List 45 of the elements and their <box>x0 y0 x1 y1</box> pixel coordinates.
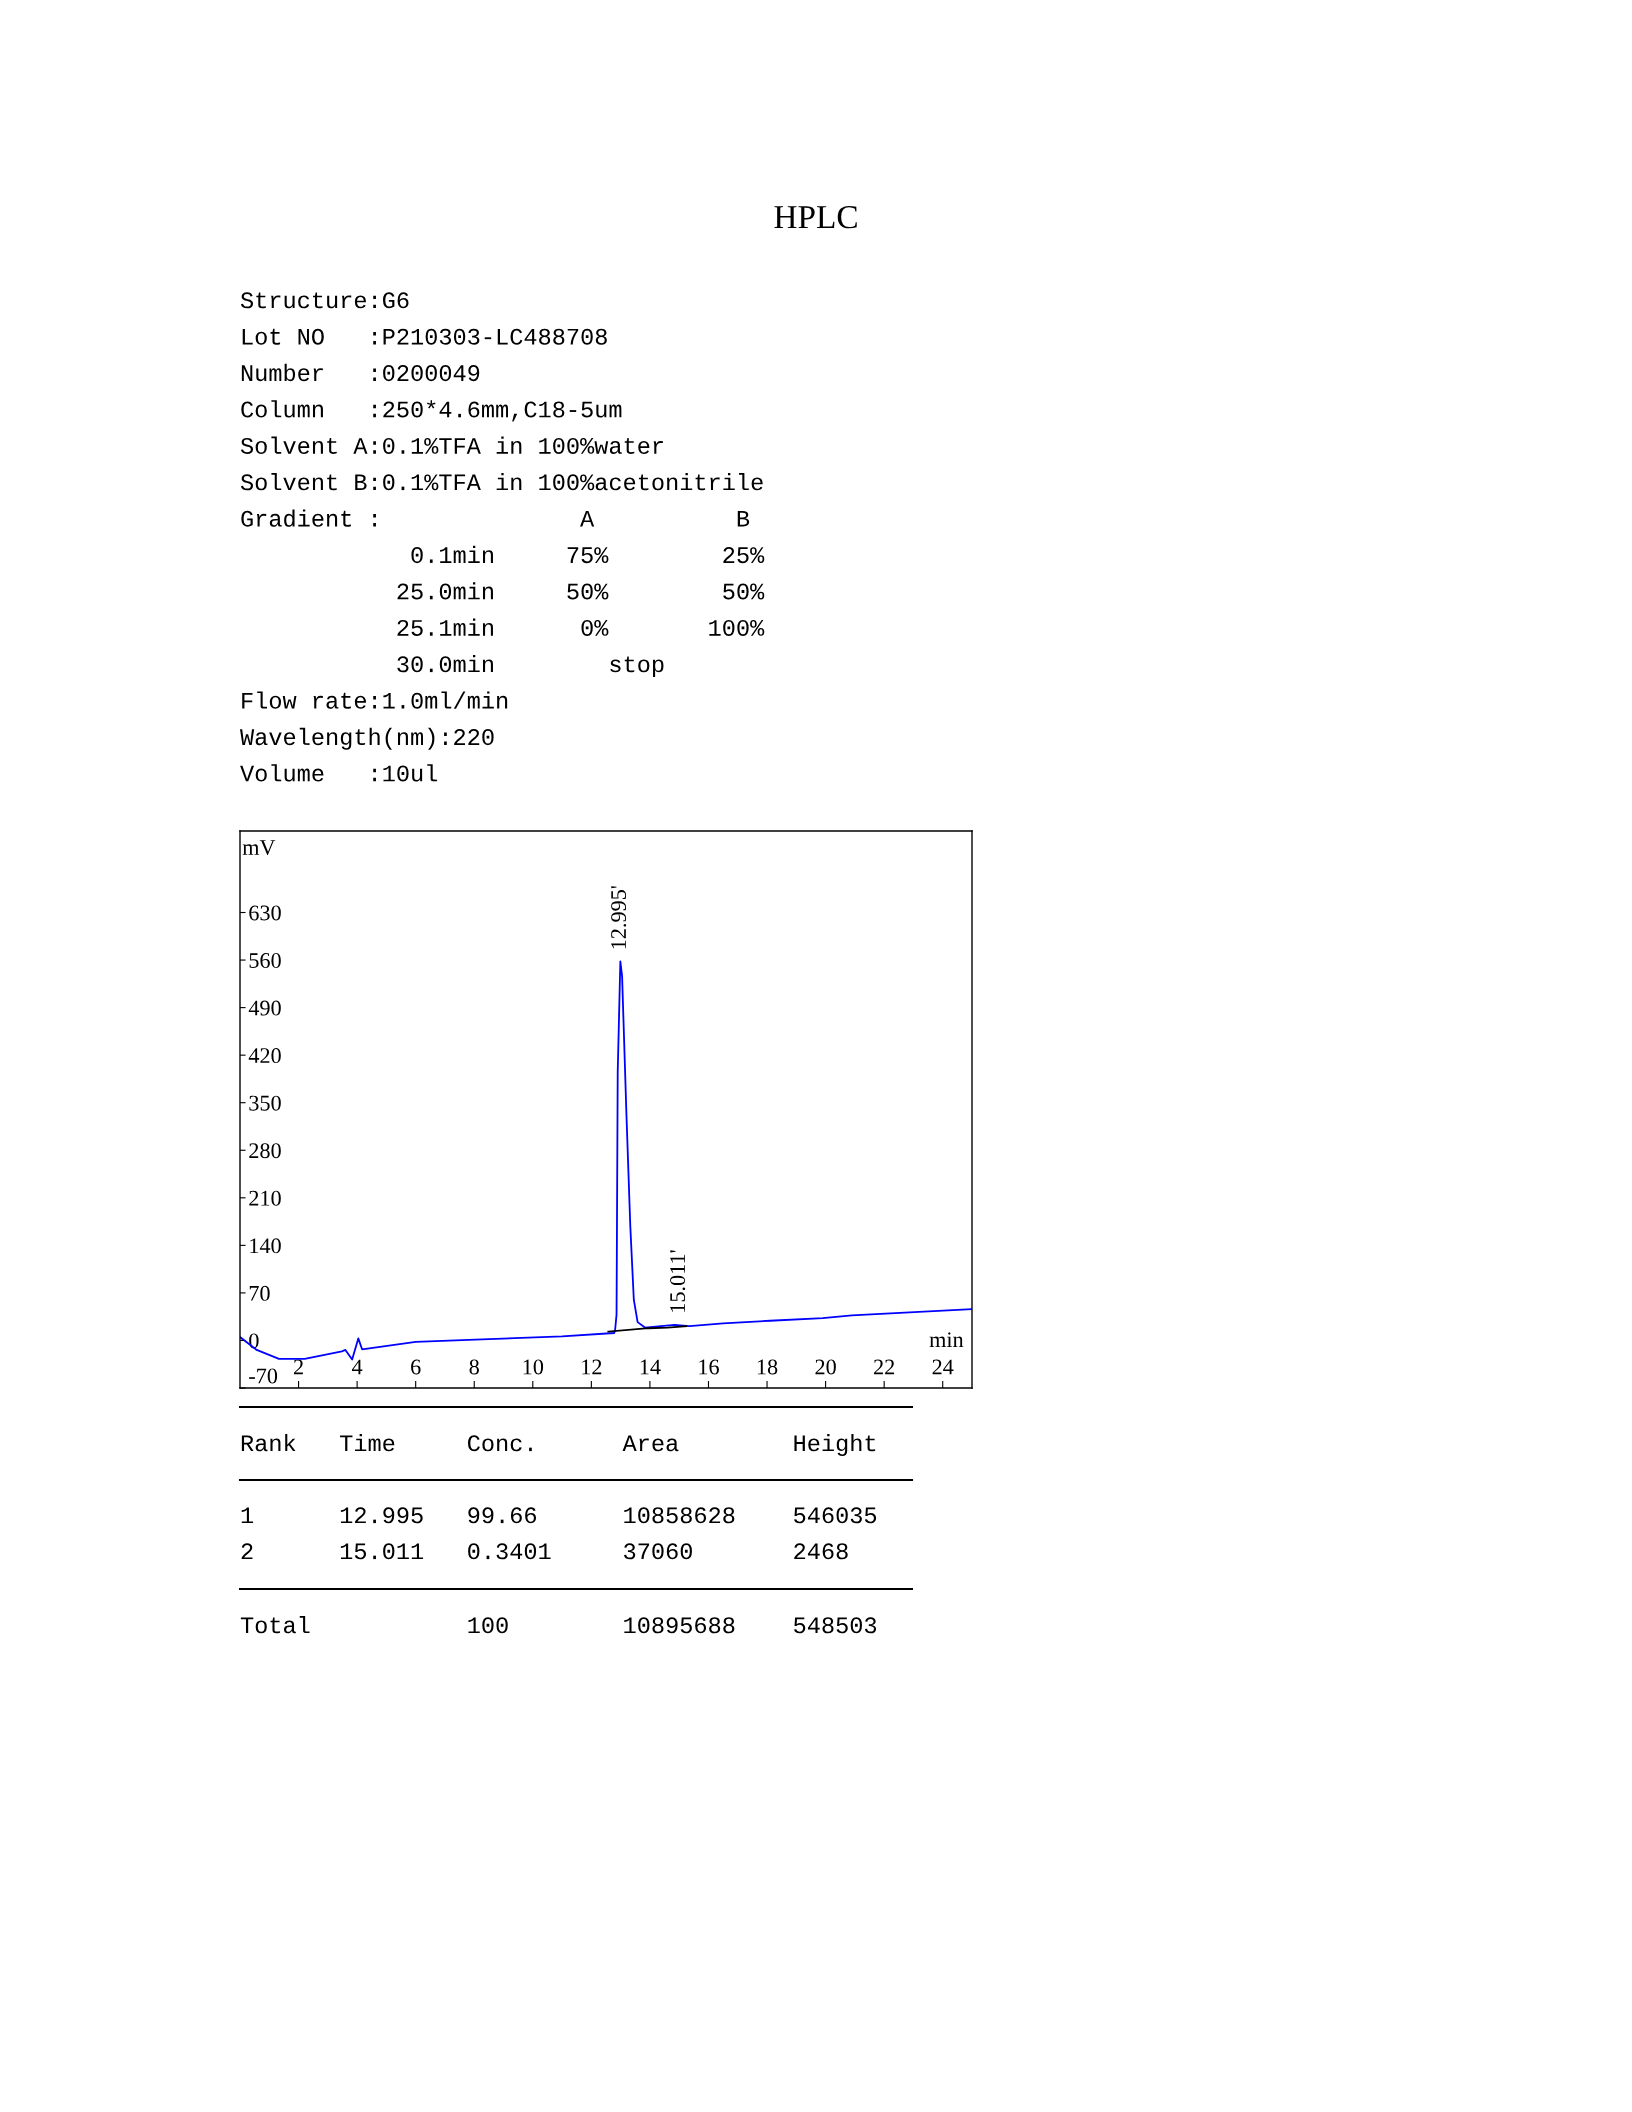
text: Total 100 10895688 548503 <box>240 1615 877 1634</box>
text: 1 12.995 99.66 10858628 546035 <box>241 1507 877 1524</box>
text: 25.1min 0% 100% <box>397 618 765 636</box>
x-tick-label: 12 <box>582 1359 602 1375</box>
y-tick-label: 630 <box>249 905 281 921</box>
x-tick-label: 4 <box>352 1359 363 1375</box>
y-tick-label: 350 <box>249 1095 281 1111</box>
text: Gradient : A B <box>241 509 750 527</box>
text: Solvent A:0.1%TFA in 100%water <box>240 436 663 454</box>
x-tick-label: 20 <box>815 1359 836 1375</box>
x-tick-label: 10 <box>523 1359 544 1375</box>
annotation: 12.995' <box>611 886 627 949</box>
y-tick-label: -70 <box>249 1368 278 1384</box>
y-tick-label: 140 <box>250 1238 281 1254</box>
text: Number :0200049 <box>241 363 480 382</box>
x-tick-label: 2 <box>293 1359 303 1375</box>
y-tick-label: 420 <box>248 1048 281 1064</box>
x-tick-label: 14 <box>640 1359 661 1375</box>
y-axis-title: mV <box>242 840 276 856</box>
x-tick-label: 22 <box>874 1359 895 1375</box>
text: 25.0min 50% 50% <box>397 582 765 600</box>
text: Column :250*4.6mm,C18-5um <box>241 400 622 422</box>
text: 30.0min stop <box>397 654 664 678</box>
x-tick-label: 24 <box>932 1359 954 1375</box>
text: Lot NO :P210303-LC488708 <box>242 328 607 345</box>
chart-title: HPLC <box>774 205 857 229</box>
text: Rank Time Conc. Area Height <box>241 1433 876 1456</box>
x-tick-label: 8 <box>469 1359 479 1375</box>
x-tick-label: 18 <box>757 1359 778 1375</box>
text: Structure:G6 <box>240 292 409 309</box>
y-tick-label: 210 <box>249 1190 281 1206</box>
x-tick-label: 16 <box>699 1359 719 1375</box>
text: 2 15.011 0.3401 37060 2468 <box>241 1543 848 1560</box>
x-tick-label: 6 <box>411 1359 421 1375</box>
text: Solvent B:0.1%TFA in 100%acetonitrile <box>240 472 763 491</box>
text: Flow rate:1.0ml/min <box>242 691 508 709</box>
text: 0.1min 75% 25% <box>411 545 765 564</box>
y-tick-label: 490 <box>248 1000 281 1016</box>
annotation: 15.011' <box>670 1250 686 1312</box>
text: Volume :10ul <box>240 764 438 782</box>
y-tick-label: 560 <box>249 952 281 968</box>
x-axis-title: min <box>929 1332 964 1348</box>
y-tick-label: 280 <box>249 1143 281 1159</box>
text: Wavelength(nm):220 <box>240 727 494 750</box>
y-tick-label: 70 <box>249 1285 270 1301</box>
